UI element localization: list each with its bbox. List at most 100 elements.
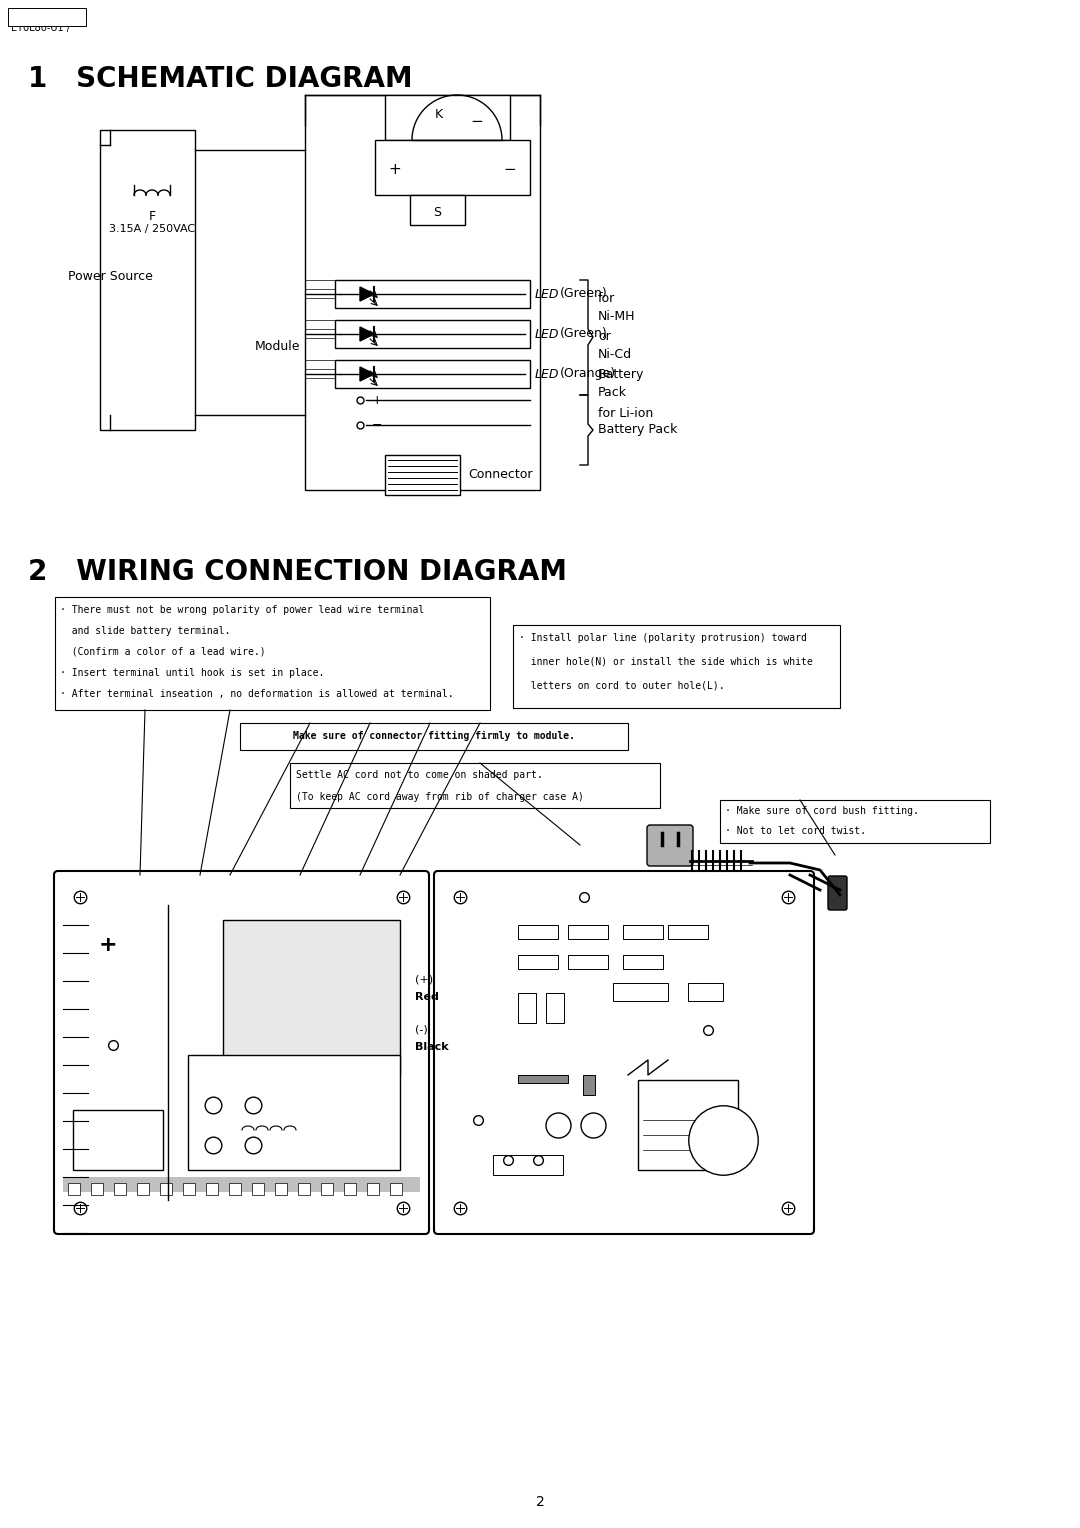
- Text: (-): (-): [415, 1025, 428, 1034]
- Bar: [518, 955, 558, 969]
- Bar: [240, 723, 627, 750]
- Text: · Not to let cord twist.: · Not to let cord twist.: [725, 827, 866, 836]
- Text: EY0L80-U1 /: EY0L80-U1 /: [11, 23, 70, 34]
- Bar: [114, 1183, 126, 1195]
- Bar: [100, 130, 195, 429]
- Text: 1   SCHEMATIC DIAGRAM: 1 SCHEMATIC DIAGRAM: [28, 66, 413, 93]
- Bar: [720, 801, 990, 843]
- FancyBboxPatch shape: [647, 825, 693, 866]
- Bar: [188, 1054, 400, 1170]
- Text: Connector: Connector: [468, 469, 532, 481]
- Bar: [305, 95, 540, 490]
- Bar: [623, 955, 663, 969]
- Text: Red: Red: [415, 992, 438, 1002]
- Bar: [518, 1076, 568, 1083]
- Text: Battery: Battery: [598, 368, 645, 380]
- Text: inner hole(N) or install the side which is white: inner hole(N) or install the side which …: [519, 657, 813, 668]
- Text: S: S: [433, 205, 441, 219]
- Bar: [137, 1183, 149, 1195]
- Bar: [568, 924, 608, 940]
- Bar: [335, 361, 530, 388]
- Bar: [275, 1183, 287, 1195]
- Text: Power Source: Power Source: [68, 270, 153, 283]
- Bar: [688, 983, 723, 1001]
- Polygon shape: [360, 287, 374, 301]
- Bar: [384, 455, 460, 495]
- Bar: [63, 1177, 420, 1192]
- Text: for Li-ion: for Li-ion: [598, 406, 653, 420]
- Bar: [613, 983, 669, 1001]
- Bar: [568, 955, 608, 969]
- Bar: [513, 625, 840, 707]
- FancyBboxPatch shape: [54, 871, 429, 1235]
- Bar: [8, 8, 86, 26]
- Bar: [335, 280, 530, 309]
- Bar: [638, 1080, 738, 1170]
- Text: LED: LED: [535, 368, 559, 380]
- Text: letters on cord to outer hole(L).: letters on cord to outer hole(L).: [519, 681, 725, 691]
- Text: 2   WIRING CONNECTION DIAGRAM: 2 WIRING CONNECTION DIAGRAM: [28, 558, 567, 587]
- Text: · Install polar line (polarity protrusion) toward: · Install polar line (polarity protrusio…: [519, 633, 807, 643]
- Text: F: F: [148, 209, 156, 223]
- Bar: [252, 1183, 264, 1195]
- Bar: [623, 924, 663, 940]
- Text: (Green): (Green): [561, 327, 608, 341]
- Text: −: −: [471, 115, 484, 130]
- Bar: [390, 1183, 402, 1195]
- Text: Make sure of connector fitting firmly to module.: Make sure of connector fitting firmly to…: [293, 730, 575, 741]
- Text: or: or: [598, 330, 611, 342]
- Bar: [160, 1183, 172, 1195]
- Text: (Green): (Green): [561, 287, 608, 301]
- Bar: [68, 1183, 80, 1195]
- Text: K: K: [435, 108, 443, 122]
- Text: +: +: [98, 935, 118, 955]
- Text: (+): (+): [415, 975, 433, 986]
- Bar: [546, 993, 564, 1024]
- Text: −: −: [503, 162, 516, 177]
- Text: Battery Pack: Battery Pack: [598, 423, 677, 435]
- Bar: [229, 1183, 241, 1195]
- Bar: [669, 924, 708, 940]
- Text: +: +: [372, 394, 382, 406]
- Bar: [183, 1183, 195, 1195]
- Bar: [335, 319, 530, 348]
- Text: Black: Black: [415, 1042, 448, 1051]
- Text: +: +: [389, 162, 402, 177]
- Text: · After terminal inseation , no deformation is allowed at terminal.: · After terminal inseation , no deformat…: [60, 689, 454, 698]
- Bar: [518, 993, 536, 1024]
- Text: Ni-MH: Ni-MH: [598, 310, 635, 322]
- Bar: [55, 597, 490, 711]
- Text: 3.15A / 250VAC: 3.15A / 250VAC: [109, 225, 195, 234]
- Bar: [321, 1183, 333, 1195]
- Text: (Confirm a color of a lead wire.): (Confirm a color of a lead wire.): [60, 646, 266, 657]
- Bar: [492, 1155, 563, 1175]
- Bar: [384, 95, 510, 141]
- Text: · Insert terminal until hook is set in place.: · Insert terminal until hook is set in p…: [60, 668, 324, 678]
- FancyBboxPatch shape: [434, 871, 814, 1235]
- Text: −: −: [372, 419, 382, 431]
- Polygon shape: [360, 327, 374, 341]
- Text: for: for: [598, 292, 616, 306]
- Bar: [91, 1183, 103, 1195]
- Polygon shape: [360, 367, 374, 380]
- Bar: [291, 762, 660, 808]
- Bar: [518, 924, 558, 940]
- Text: · There must not be wrong polarity of power lead wire terminal: · There must not be wrong polarity of po…: [60, 605, 424, 614]
- Bar: [410, 196, 465, 225]
- Text: · Make sure of cord bush fitting.: · Make sure of cord bush fitting.: [725, 805, 919, 816]
- Text: Module: Module: [255, 341, 300, 353]
- Bar: [345, 1183, 356, 1195]
- Text: Settle AC cord not to come on shaded part.: Settle AC cord not to come on shaded par…: [296, 770, 543, 779]
- Bar: [298, 1183, 310, 1195]
- Bar: [222, 920, 400, 1076]
- Bar: [73, 1109, 163, 1170]
- Text: LED: LED: [535, 327, 559, 341]
- FancyBboxPatch shape: [828, 876, 847, 911]
- Bar: [206, 1183, 218, 1195]
- Text: and slide battery terminal.: and slide battery terminal.: [60, 626, 230, 636]
- Bar: [583, 1076, 595, 1096]
- Text: LED: LED: [535, 287, 559, 301]
- Text: (To keep AC cord away from rib of charger case A): (To keep AC cord away from rib of charge…: [296, 792, 584, 802]
- Bar: [367, 1183, 379, 1195]
- Text: (Orange): (Orange): [561, 368, 616, 380]
